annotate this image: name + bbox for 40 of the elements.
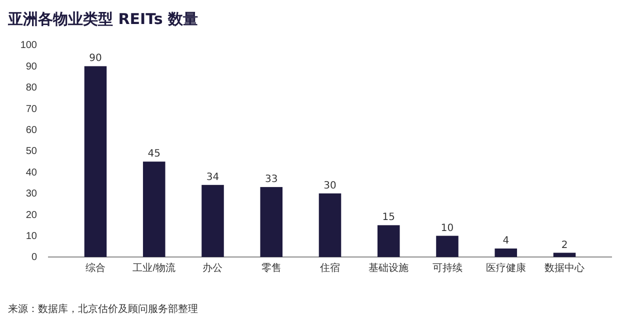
data-label: 4 xyxy=(502,236,510,247)
data-label: 33 xyxy=(265,174,278,186)
data-label: 34 xyxy=(206,172,220,183)
chart-title: 亚洲各物业类型 REITs 数量 xyxy=(7,10,198,28)
y-tick-label: 70 xyxy=(26,104,38,115)
x-tick-label: 综合 xyxy=(85,262,106,274)
bar xyxy=(377,225,400,257)
bar xyxy=(142,162,166,257)
y-tick-label: 60 xyxy=(26,125,38,136)
bar xyxy=(318,193,342,257)
data-label: 2 xyxy=(561,240,568,251)
x-tick-label: 基础设施 xyxy=(368,262,409,274)
y-tick-label: 40 xyxy=(26,167,38,178)
x-tick-label: 可持续 xyxy=(432,262,462,274)
data-label: 90 xyxy=(89,53,102,64)
data-label: 30 xyxy=(324,180,336,192)
bar xyxy=(436,236,458,257)
y-tick-label: 30 xyxy=(26,188,38,200)
data-label: 45 xyxy=(148,148,160,160)
x-tick-label: 医疗健康 xyxy=(486,262,526,274)
bar xyxy=(553,252,576,257)
x-tick-label: 零售 xyxy=(261,262,282,274)
bar xyxy=(494,248,518,257)
x-tick-label: 办公 xyxy=(202,262,223,274)
x-tick-label: 数据中心 xyxy=(544,262,585,274)
y-tick-label: 90 xyxy=(26,61,38,72)
y-tick-label: 20 xyxy=(26,210,38,221)
y-tick-label: 100 xyxy=(20,40,38,52)
y-tick-label: 80 xyxy=(26,82,38,94)
data-label: 15 xyxy=(382,212,395,224)
source-note: 来源：数据库，北京估价及顾问服务部整理 xyxy=(8,303,198,315)
y-tick-label: 0 xyxy=(31,252,38,264)
y-tick-label: 50 xyxy=(26,146,38,158)
y-tick-label: 10 xyxy=(26,231,38,242)
bar xyxy=(260,187,283,257)
bar xyxy=(202,184,224,257)
bar xyxy=(84,66,107,257)
data-label: 10 xyxy=(440,222,454,234)
x-tick-label: 住宿 xyxy=(320,262,340,274)
x-tick-label: 工业/物流 xyxy=(132,262,176,274)
